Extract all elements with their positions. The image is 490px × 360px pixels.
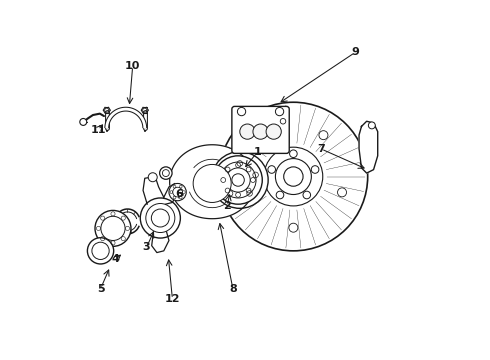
Circle shape (275, 107, 284, 116)
Circle shape (266, 124, 281, 139)
Circle shape (368, 122, 375, 129)
Text: 12: 12 (165, 294, 180, 304)
Circle shape (87, 238, 114, 264)
Circle shape (212, 152, 268, 208)
Text: 8: 8 (229, 284, 237, 294)
Text: 4: 4 (111, 255, 120, 265)
Circle shape (253, 124, 268, 139)
Polygon shape (170, 145, 255, 219)
Circle shape (169, 184, 186, 201)
Polygon shape (152, 232, 169, 253)
Polygon shape (143, 176, 164, 204)
Polygon shape (359, 121, 378, 173)
Text: 9: 9 (352, 47, 360, 57)
Circle shape (140, 198, 180, 238)
Text: 3: 3 (143, 242, 150, 252)
Text: 7: 7 (317, 144, 325, 154)
Circle shape (80, 118, 87, 125)
Circle shape (193, 165, 231, 202)
Text: 1: 1 (253, 147, 261, 157)
Polygon shape (164, 184, 177, 204)
Text: 2: 2 (223, 201, 231, 211)
Text: 5: 5 (97, 284, 104, 294)
Circle shape (160, 167, 172, 179)
Text: 11: 11 (90, 125, 106, 135)
FancyBboxPatch shape (232, 107, 289, 153)
Circle shape (240, 124, 255, 139)
Circle shape (280, 118, 286, 124)
Text: 10: 10 (125, 61, 140, 71)
Circle shape (237, 107, 245, 116)
Circle shape (95, 210, 131, 246)
Text: 6: 6 (175, 189, 183, 199)
Circle shape (214, 156, 262, 204)
Circle shape (148, 173, 157, 182)
